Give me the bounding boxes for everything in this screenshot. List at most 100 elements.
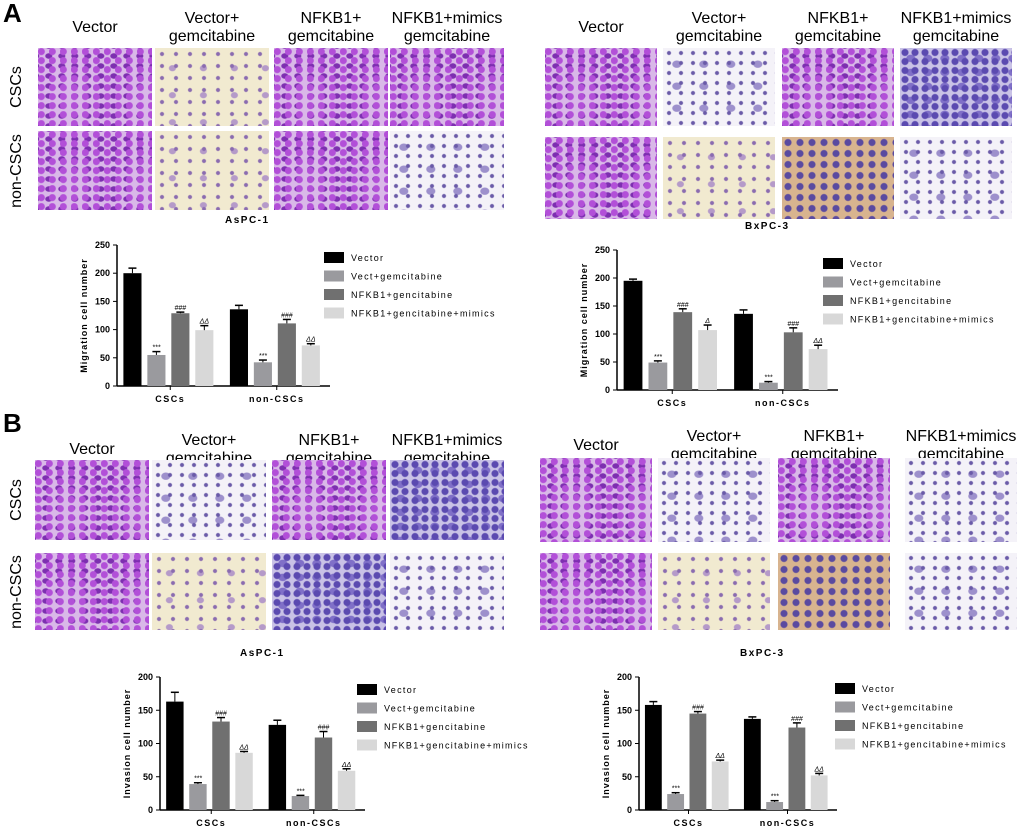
legend-swatch bbox=[324, 252, 344, 263]
micrograph-image bbox=[778, 458, 890, 542]
cell-line-label: BxPC-3 bbox=[740, 648, 785, 659]
legend-swatch bbox=[324, 289, 344, 300]
bar bbox=[337, 770, 356, 810]
bar bbox=[171, 313, 190, 386]
bar bbox=[166, 701, 184, 810]
significance-mark: ΔΔ bbox=[714, 753, 725, 760]
cell-line-label: AsPC-1 bbox=[225, 215, 270, 226]
x-tick-label: CSCs bbox=[657, 398, 687, 408]
legend-swatch bbox=[823, 258, 843, 269]
significance-mark: *** bbox=[152, 345, 160, 352]
y-tick-label: 100 bbox=[617, 739, 632, 749]
legend-swatch bbox=[357, 702, 377, 714]
significance-mark: ΔΔ bbox=[341, 762, 352, 769]
bar bbox=[195, 330, 214, 386]
significance-mark: ### bbox=[791, 716, 803, 723]
micrograph-image bbox=[272, 460, 386, 540]
legend-label: Vector bbox=[351, 253, 384, 263]
x-tick-label: CSCs bbox=[196, 818, 226, 828]
legend-label: NFKB1+gencitabine bbox=[850, 296, 952, 306]
bar bbox=[783, 332, 803, 390]
y-tick-label: 150 bbox=[595, 301, 610, 311]
micrograph-image bbox=[35, 553, 149, 630]
bar bbox=[253, 362, 272, 386]
bar bbox=[758, 382, 778, 390]
bar bbox=[314, 737, 333, 810]
bar bbox=[291, 796, 310, 810]
significance-mark: ### bbox=[318, 725, 330, 732]
bar bbox=[698, 330, 718, 390]
micrograph-image bbox=[658, 553, 770, 630]
bar bbox=[277, 323, 296, 386]
y-tick-label: 100 bbox=[595, 329, 610, 339]
y-tick-label: 50 bbox=[622, 772, 632, 782]
column-header: Vector bbox=[578, 19, 624, 36]
x-tick-label: non-CSCs bbox=[760, 818, 816, 828]
micrograph-image bbox=[905, 458, 1017, 542]
y-axis-label: Invasion cell number bbox=[122, 689, 132, 799]
legend-label: NFKB1+gencitabine bbox=[351, 290, 453, 300]
micrograph-image bbox=[545, 137, 657, 219]
column-header: NFKB1+mimics gemcitabine bbox=[900, 10, 1012, 45]
panel-label: A bbox=[3, 0, 22, 28]
cell-line-label: BxPC-3 bbox=[745, 221, 790, 232]
cell-line-label: AsPC-1 bbox=[240, 648, 285, 659]
y-axis-label: Migration cell number bbox=[579, 263, 589, 378]
bar bbox=[147, 354, 166, 386]
legend-swatch bbox=[357, 739, 377, 751]
y-tick-label: 200 bbox=[95, 268, 110, 278]
significance-mark: ΔΔ bbox=[812, 338, 823, 345]
y-tick-label: 0 bbox=[105, 381, 110, 391]
x-tick-label: non-CSCs bbox=[755, 398, 811, 408]
significance-mark: ### bbox=[215, 711, 227, 718]
bar bbox=[810, 775, 828, 810]
micrograph-image bbox=[900, 137, 1012, 219]
legend-label: NFKB1+gencitabine bbox=[384, 722, 486, 732]
micrograph-image bbox=[274, 48, 388, 126]
micrograph-image bbox=[663, 48, 775, 126]
significance-mark: ΔΔ bbox=[305, 337, 316, 344]
micrograph-image bbox=[782, 48, 894, 126]
legend-label: Vect+gemcitabine bbox=[384, 704, 476, 714]
micrograph-image bbox=[155, 48, 269, 126]
y-axis-label: Migration cell number bbox=[79, 258, 89, 373]
bar bbox=[235, 752, 253, 810]
y-tick-label: 250 bbox=[595, 245, 610, 255]
legend-label: Vect+gemcitabine bbox=[351, 272, 443, 282]
micrograph-image bbox=[155, 131, 269, 210]
significance-mark: ### bbox=[175, 305, 187, 312]
bar bbox=[673, 312, 693, 390]
y-tick-label: 150 bbox=[617, 705, 632, 715]
y-tick-label: 100 bbox=[138, 739, 153, 749]
legend-swatch bbox=[357, 721, 377, 732]
legend-label: NFKB1+gencitabine bbox=[862, 721, 964, 731]
y-tick-label: 50 bbox=[143, 772, 153, 782]
column-header: Vector+ gemcitabine bbox=[168, 10, 256, 45]
y-tick-label: 0 bbox=[627, 805, 632, 815]
bar bbox=[268, 724, 287, 810]
y-tick-label: 0 bbox=[148, 805, 153, 815]
legend-swatch bbox=[324, 270, 344, 282]
significance-mark: ### bbox=[281, 312, 293, 319]
bar bbox=[212, 721, 230, 810]
legend-label: NFKB1+gencitabine+mimics bbox=[351, 309, 496, 319]
column-header: Vector bbox=[69, 441, 115, 458]
legend-swatch bbox=[324, 307, 344, 319]
x-tick-label: non-CSCs bbox=[286, 818, 342, 828]
significance-mark: *** bbox=[764, 375, 772, 382]
y-tick-label: 50 bbox=[600, 357, 610, 367]
significance-mark: *** bbox=[654, 354, 662, 361]
significance-mark: ### bbox=[787, 321, 799, 328]
bar bbox=[689, 713, 707, 810]
bar bbox=[189, 784, 207, 810]
bar bbox=[301, 345, 320, 386]
column-header: NFKB1+ gemcitabine bbox=[287, 10, 375, 45]
bar bbox=[734, 313, 753, 390]
y-tick-label: 250 bbox=[95, 240, 110, 250]
micrograph-image bbox=[390, 460, 504, 540]
bar bbox=[788, 727, 806, 810]
x-tick-label: CSCs bbox=[155, 394, 185, 404]
micrograph-image bbox=[274, 131, 388, 210]
